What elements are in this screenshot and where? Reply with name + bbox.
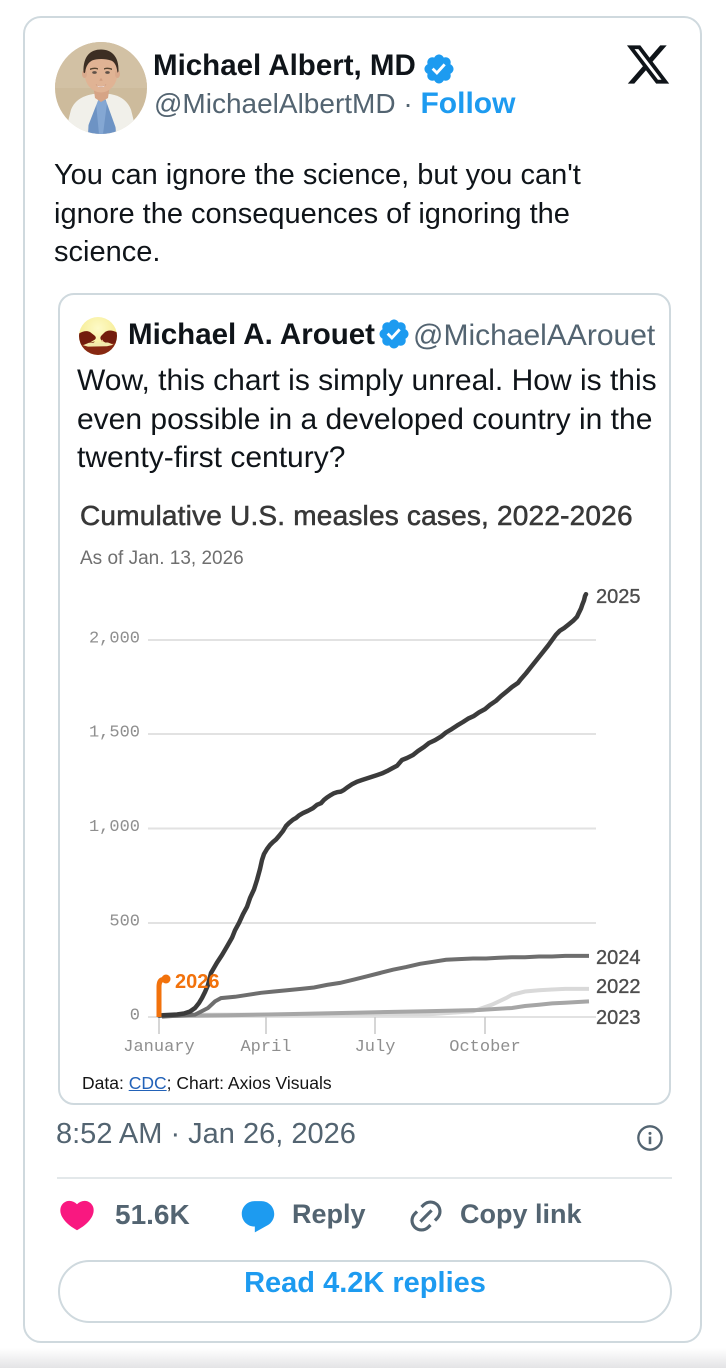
svg-text:2025: 2025 <box>596 586 641 608</box>
svg-text:1,500: 1,500 <box>89 724 140 743</box>
svg-text:0: 0 <box>130 1007 140 1026</box>
svg-text:2026: 2026 <box>175 971 220 993</box>
svg-text:2022: 2022 <box>596 976 641 998</box>
svg-text:July: July <box>355 1038 396 1057</box>
svg-text:April: April <box>240 1038 291 1057</box>
svg-text:January: January <box>123 1038 194 1057</box>
svg-text:2,000: 2,000 <box>89 630 140 649</box>
svg-text:500: 500 <box>109 913 140 932</box>
svg-text:2024: 2024 <box>596 947 641 969</box>
svg-text:1,000: 1,000 <box>89 818 140 837</box>
svg-text:2023: 2023 <box>596 1007 641 1029</box>
svg-text:October: October <box>449 1038 520 1057</box>
